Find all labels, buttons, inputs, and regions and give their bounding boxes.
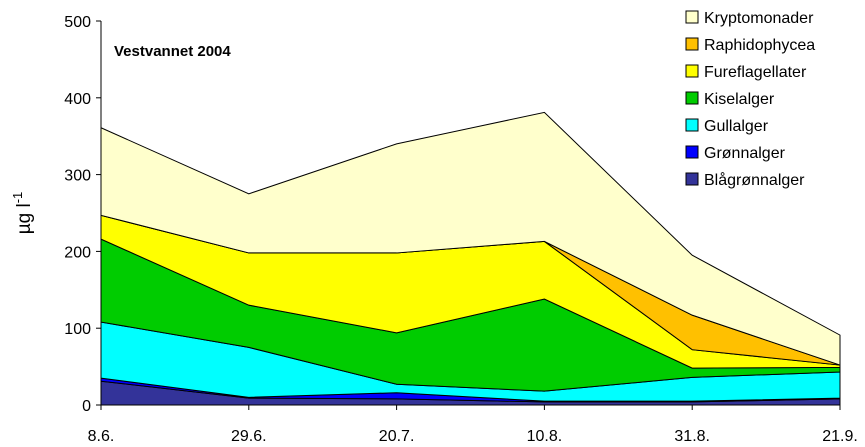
x-tick-label: 10.8. [527,428,563,445]
y-tick-label: 100 [64,321,91,338]
y-axis-title: µg l-1 [10,192,35,235]
legend-label: Kryptomonader [704,10,814,27]
legend-swatch [685,64,699,78]
legend-label: Fureflagellater [704,64,807,81]
legend-swatch [685,37,699,51]
y-tick-label: 400 [64,91,91,108]
legend-label: Blågrønnalger [704,171,805,189]
y-axis-title-main: µg l [14,203,35,234]
x-tick-label: 8.6. [88,428,115,445]
x-tick-label: 20.7. [379,428,415,445]
area [100,111,841,366]
legend-swatch [685,172,699,186]
legend-label: Gullalger [704,118,769,135]
x-tick-label: 31.8. [674,428,710,445]
legend-swatch [685,118,699,132]
y-tick-label: 500 [64,14,91,31]
legend-swatch [685,145,699,159]
y-tick-label: 0 [82,398,91,415]
legend-label: Kiselalger [704,91,775,108]
y-axis-title-sup: -1 [10,192,25,204]
legend-swatch [685,91,699,105]
legend-label: Grønnalger [704,145,786,162]
y-tick-label: 300 [64,168,91,185]
legend-swatch [685,10,699,24]
chart-title: Vestvannet 2004 [114,43,231,60]
y-tick-label: 200 [64,244,91,261]
legend-label: Raphidophycea [704,37,815,54]
x-tick-label: 29.6. [231,428,267,445]
x-tick-label: 21.9. [822,428,858,445]
